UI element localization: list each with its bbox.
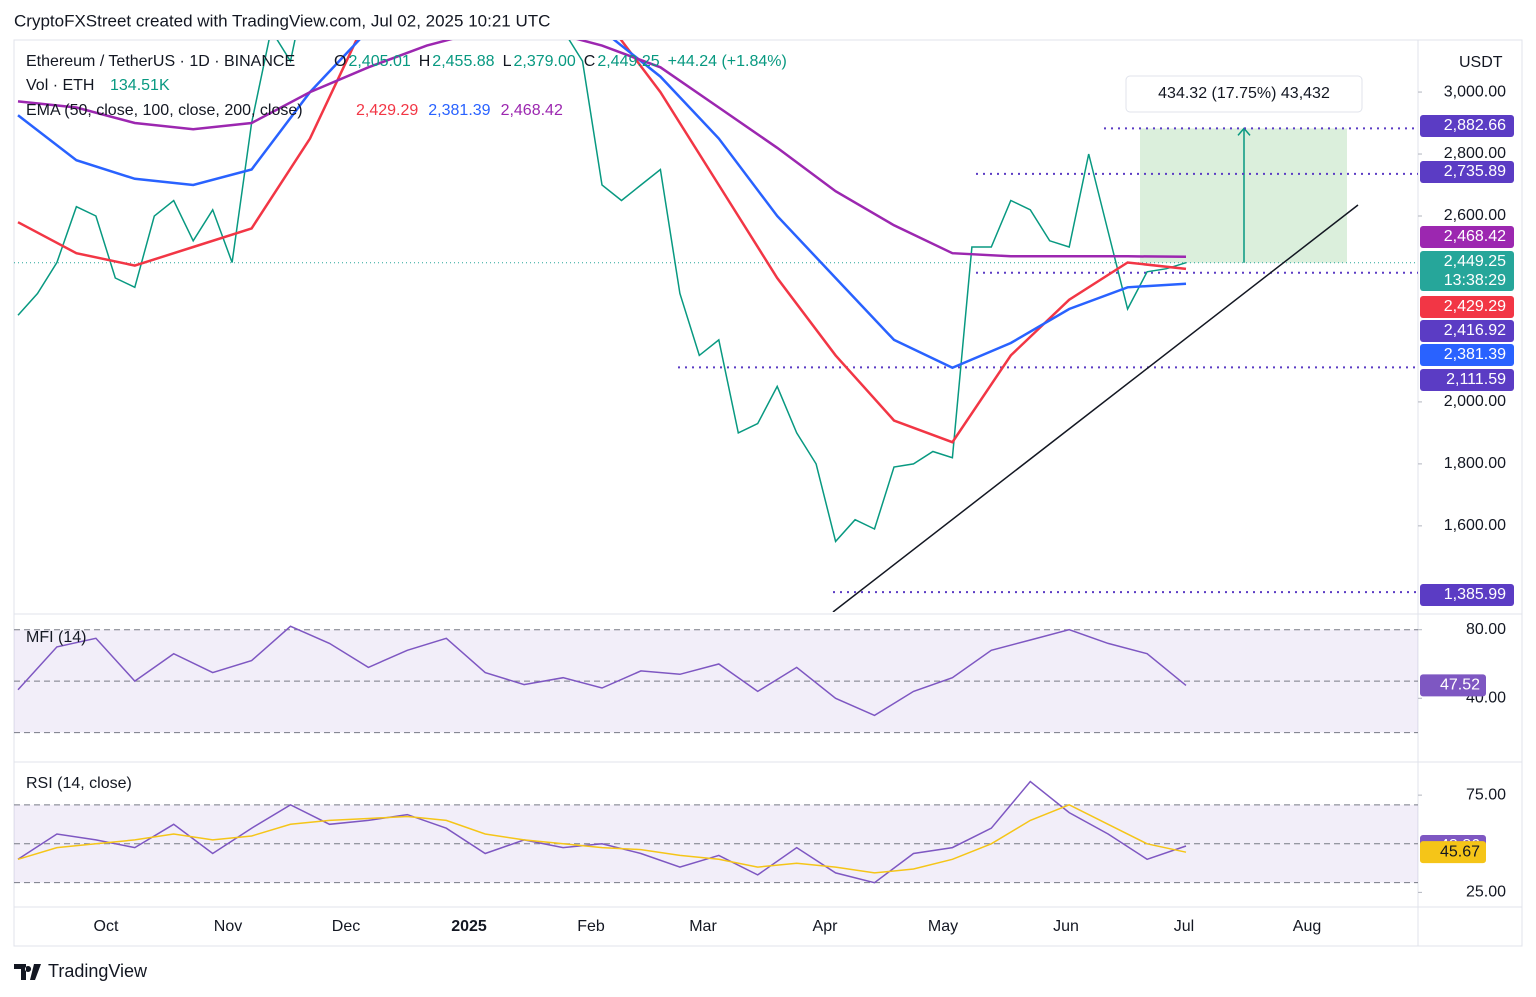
x-tick-label: 2025 [451, 918, 487, 935]
ema-value: 2,468.42 [501, 102, 563, 119]
price-tag [1420, 226, 1514, 248]
ohlc-value: 2,405.01 [348, 53, 410, 70]
price-tag-label: 1,385.99 [1444, 586, 1506, 603]
ohlc-key: L [503, 53, 512, 70]
x-tick-label: Jul [1174, 918, 1194, 935]
volume-value: 134.51K [110, 77, 170, 94]
price-tag [1420, 115, 1514, 137]
price-tag [1420, 161, 1514, 183]
y-tick-label: 2,000.00 [1444, 393, 1506, 410]
price-tag-label: 2,111.59 [1446, 371, 1506, 388]
ohlc-value: 2,455.88 [432, 53, 494, 70]
price-tag-label: 2,416.92 [1444, 322, 1506, 339]
change: +44.24 (+1.84%) [668, 53, 787, 70]
y-tick-label: 25.00 [1466, 884, 1506, 901]
price-tag-label: 2,449.25 [1444, 253, 1506, 270]
x-tick-label: Jun [1053, 918, 1079, 935]
price-tag [1420, 320, 1514, 342]
price-tag [1420, 369, 1514, 391]
y-tick-label: 1,800.00 [1444, 455, 1506, 472]
rsi-title: RSI (14, close) [26, 775, 132, 792]
x-tick-label: Nov [214, 918, 242, 935]
x-tick-label: Dec [332, 918, 360, 935]
brand: TradingView [48, 961, 148, 981]
series-line [17, 803, 1187, 874]
ema-label: EMA (50, close, 100, close, 200, close) [26, 102, 303, 119]
y-tick-label: 3,000.00 [1444, 83, 1506, 100]
price-tag [1420, 251, 1514, 291]
x-tick-label: Oct [94, 918, 119, 935]
ohlc-key: O [334, 53, 346, 70]
x-tick-label: Feb [577, 918, 605, 935]
measure-label-box [1125, 75, 1363, 113]
x-tick-label: Apr [813, 918, 839, 935]
value-tag-label: 45.67 [1440, 843, 1480, 860]
series-line [17, 40, 1187, 370]
value-tag [1420, 841, 1486, 864]
price-tag-label: 2,468.42 [1444, 228, 1506, 245]
trendline [832, 204, 1359, 612]
ema-value: 2,381.39 [428, 102, 490, 119]
price-tag [1420, 344, 1514, 366]
series-line [17, 625, 1187, 717]
mfi-title: MFI (14) [26, 629, 86, 646]
series-line [17, 40, 1187, 259]
price-tag [1420, 296, 1514, 318]
series-line [17, 40, 1187, 543]
currency: USDT [1459, 54, 1503, 71]
value-tag-label: 47.52 [1440, 677, 1480, 694]
ohlc-key: H [419, 53, 431, 70]
series-line [17, 780, 1187, 884]
x-tick-label: Mar [689, 918, 717, 935]
ohlc-value: 2,379.00 [513, 53, 575, 70]
symbol: Ethereum / TetherUS · 1D · BINANCE [26, 53, 295, 70]
y-tick-label: 2,800.00 [1444, 145, 1506, 162]
series-line [17, 40, 1187, 444]
y-tick-label: 2,600.00 [1444, 207, 1506, 224]
volume-label: Vol · ETH [26, 77, 94, 94]
overlay: O 2,405.01 H 2,455.88 L 2,379.00 C 2,449.25 +44.… [94, 53, 1514, 935]
price-tag-label: 2,429.29 [1444, 298, 1506, 315]
x-tick-label: Aug [1293, 918, 1321, 935]
price-tag-label: 2,882.66 [1444, 117, 1506, 134]
countdown: 13:38:29 [1444, 272, 1506, 289]
y-tick-label: 80.00 [1466, 621, 1506, 638]
value-tag [1420, 674, 1486, 697]
ohlc-key: C [584, 53, 596, 70]
credit: CryptoFXStreet created with TradingView.… [14, 11, 550, 30]
y-tick-label: 75.00 [1466, 786, 1506, 803]
frame [13, 39, 1523, 947]
y-tick-label: 1,600.00 [1444, 517, 1506, 534]
price-pane [14, 40, 1418, 612]
logo [14, 964, 41, 980]
rsi-pane [14, 780, 1418, 884]
measure-label: 434.32 (17.75%) 43,432 [1158, 85, 1330, 102]
price-tag-label: 2,381.39 [1444, 346, 1506, 363]
price-tag [1420, 584, 1514, 606]
ohlc-value: 2,449.25 [597, 53, 659, 70]
ema-value: 2,429.29 [356, 102, 418, 119]
price-tag-label: 2,735.89 [1444, 163, 1506, 180]
x-tick-label: May [928, 918, 958, 935]
mfi-pane [14, 625, 1418, 734]
